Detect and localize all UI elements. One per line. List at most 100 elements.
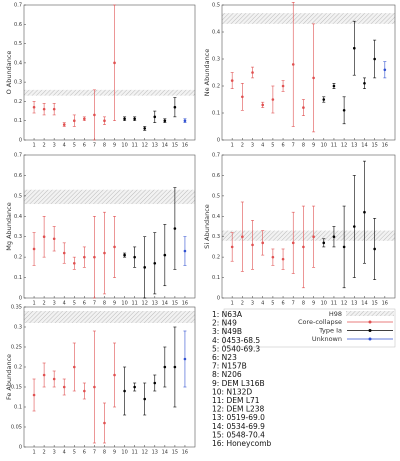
data-point — [163, 253, 167, 257]
y-tick-label: 0.1 — [14, 405, 22, 411]
x-tick-label: 13 — [351, 301, 357, 307]
data-point — [72, 261, 76, 265]
x-tick-label: 14 — [361, 301, 367, 307]
snr-label: 9: DEM L316B — [212, 379, 265, 388]
x-tick-label: 6 — [281, 301, 284, 307]
y-tick-label: 0.5 — [14, 193, 22, 199]
data-point — [173, 105, 177, 109]
x-tick-label: 9 — [113, 143, 116, 149]
y-tick-label: 0.4 — [14, 60, 22, 66]
plot-frame — [23, 154, 196, 299]
y-tick-label: 0.5 — [212, 3, 220, 9]
data-point — [332, 84, 336, 88]
data-point — [133, 385, 136, 389]
snr-label: 8: N206 — [212, 370, 242, 379]
x-tick-label: 4 — [261, 143, 264, 149]
x-tick-label: 5 — [73, 301, 76, 307]
y-tick-label: 0.5 — [14, 41, 22, 47]
data-point — [52, 107, 56, 111]
legend-label: Type Ia — [318, 327, 342, 335]
x-tick-label: 2 — [241, 143, 244, 149]
x-tick-label: 4 — [63, 450, 66, 456]
x-tick-label: 3 — [251, 143, 254, 149]
x-tick-label: 7 — [93, 450, 96, 456]
x-tick-label: 7 — [292, 301, 295, 307]
data-point — [93, 255, 96, 259]
y-tick-label: 0.6 — [212, 173, 220, 179]
data-point — [163, 365, 167, 369]
x-tick-label: 16 — [182, 301, 188, 307]
x-tick-label: 7 — [93, 143, 96, 149]
data-point — [322, 98, 326, 101]
data-point — [143, 266, 147, 269]
data-point — [261, 241, 265, 245]
x-tick-label: 14 — [361, 143, 367, 149]
data-point — [373, 57, 376, 61]
snr-label: 14: 0534-69.9 — [212, 422, 265, 431]
data-point — [241, 95, 244, 99]
data-point — [271, 255, 275, 259]
snr-label: 6: N23 — [212, 353, 237, 362]
y-tick-label: 0.4 — [14, 214, 22, 220]
legend-label: Core-collapse — [298, 318, 342, 326]
x-tick-label: 7 — [93, 301, 96, 307]
data-point — [173, 227, 177, 230]
x-tick-label: 13 — [152, 143, 158, 149]
data-point — [123, 389, 126, 393]
x-tick-label: 11 — [331, 301, 337, 307]
y-tick-label: 0.2 — [14, 99, 22, 105]
snr-label: 11: DEM L71 — [212, 396, 260, 405]
y-tick-label: 0.1 — [212, 111, 220, 117]
x-tick-label: 12 — [341, 143, 347, 149]
y-tick-label: 0.5 — [212, 193, 220, 199]
data-point — [52, 237, 56, 241]
x-tick-label: 1 — [32, 301, 35, 307]
x-tick-label: 1 — [231, 143, 234, 149]
x-tick-label: 13 — [351, 143, 357, 149]
y-tick-label: 0.2 — [14, 365, 22, 371]
data-point — [143, 127, 147, 130]
data-point — [123, 117, 126, 121]
y-tick-label: 0.2 — [14, 255, 22, 261]
y-tick-label: 0 — [19, 296, 22, 302]
data-point — [302, 245, 305, 249]
snr-label: 12: DEM L238 — [212, 405, 265, 414]
snr-label: 5: 0540-69.3 — [212, 344, 260, 353]
data-point — [42, 107, 46, 111]
x-tick-label: 8 — [103, 143, 106, 149]
x-tick-label: 10 — [321, 143, 327, 149]
x-tick-label: 8 — [302, 301, 305, 307]
y-tick-label: 0.35 — [11, 305, 22, 311]
h98-band — [222, 230, 395, 241]
y-axis-label: Fe Abundance — [5, 354, 13, 400]
y-axis-label: Ne Abundance — [203, 49, 211, 97]
h98-band — [24, 311, 195, 323]
data-point — [251, 243, 254, 247]
data-point — [113, 373, 116, 377]
data-point — [103, 421, 106, 425]
data-point — [52, 377, 56, 381]
x-tick-label: 9 — [312, 301, 315, 307]
data-point — [42, 235, 46, 239]
data-point — [113, 245, 116, 249]
x-tick-label: 9 — [312, 143, 315, 149]
y-tick-label: 0.4 — [212, 30, 220, 36]
legend-band-swatch — [346, 311, 394, 316]
x-tick-label: 6 — [83, 450, 86, 456]
x-tick-label: 12 — [142, 143, 148, 149]
x-tick-label: 1 — [32, 450, 35, 456]
y-tick-label: 0.4 — [212, 214, 220, 220]
data-point — [383, 68, 387, 72]
data-point — [342, 109, 346, 112]
x-tick-label: 9 — [113, 301, 116, 307]
x-tick-label: 1 — [231, 301, 234, 307]
x-tick-label: 2 — [241, 301, 244, 307]
data-point — [143, 397, 147, 401]
x-tick-label: 10 — [121, 301, 127, 307]
x-tick-label: 12 — [142, 301, 148, 307]
snr-label: 16: Honeycomb — [212, 439, 272, 448]
y-tick-label: 0.05 — [11, 425, 22, 431]
data-point — [103, 251, 106, 255]
x-tick-label: 12 — [341, 301, 347, 307]
x-tick-label: 3 — [251, 301, 254, 307]
